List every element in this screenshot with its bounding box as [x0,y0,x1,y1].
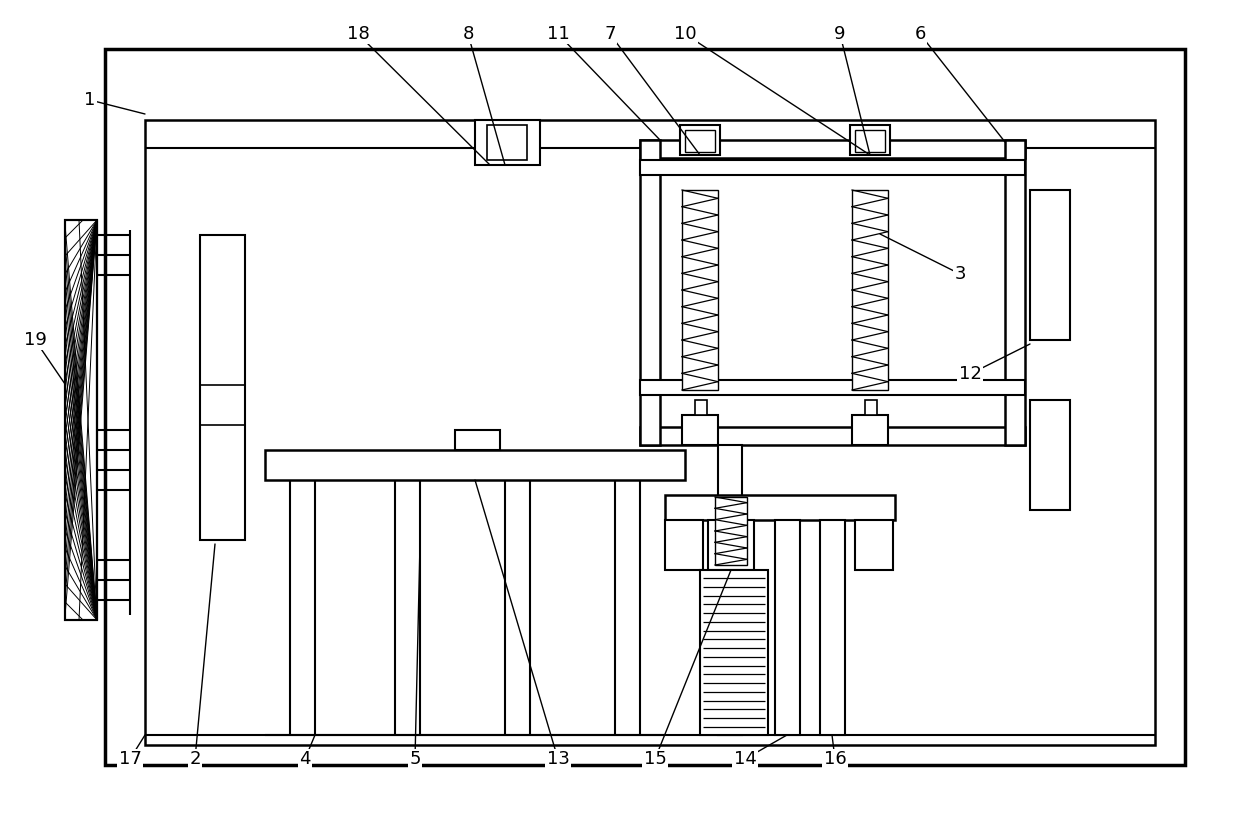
Text: 3: 3 [954,265,965,283]
Text: 16: 16 [824,750,846,768]
Text: 14: 14 [733,750,757,768]
Text: 19: 19 [24,331,46,349]
Bar [855,520,893,570]
Text: 18: 18 [347,25,369,43]
Bar [852,190,888,390]
Bar [776,520,800,735]
Text: 10: 10 [674,25,696,43]
Text: 15: 15 [643,750,667,768]
Text: 9: 9 [834,25,846,43]
Bar [105,49,1184,765]
Bar [64,220,97,620]
Text: 17: 17 [119,750,141,768]
Bar [852,415,888,445]
Bar [681,415,717,445]
Text: 8: 8 [462,25,473,43]
Bar [1030,400,1070,510]
Text: 2: 2 [190,750,201,768]
Bar [820,520,845,735]
Text: 6: 6 [914,25,926,43]
Bar [685,130,715,152]
Bar [641,140,660,445]
Bar [199,235,245,540]
Bar [145,120,1155,745]
Text: 7: 7 [605,25,616,43]
Bar [487,125,527,160]
Bar [64,220,97,620]
Bar [665,495,895,520]
Text: 11: 11 [546,25,570,43]
Bar [695,400,707,415]
Text: 4: 4 [300,750,311,768]
Bar [1005,140,1025,445]
Bar [265,450,685,480]
Bar [855,130,885,152]
Bar [715,497,747,565]
Bar [641,380,1025,395]
Text: 5: 5 [409,750,421,768]
Text: 12: 12 [959,365,981,383]
Bar [455,430,501,450]
Bar [641,140,1025,158]
Text: 1: 1 [84,91,95,109]
Bar [680,125,720,155]
Bar [641,427,1025,445]
Bar [717,445,742,735]
Bar [865,400,877,415]
Bar [707,520,755,570]
Bar [665,520,703,570]
Bar [1030,190,1070,340]
Bar [700,570,768,735]
Bar [681,190,717,390]
Bar [475,120,540,165]
Bar [850,125,890,155]
Text: 13: 13 [546,750,570,768]
Bar [641,160,1025,175]
